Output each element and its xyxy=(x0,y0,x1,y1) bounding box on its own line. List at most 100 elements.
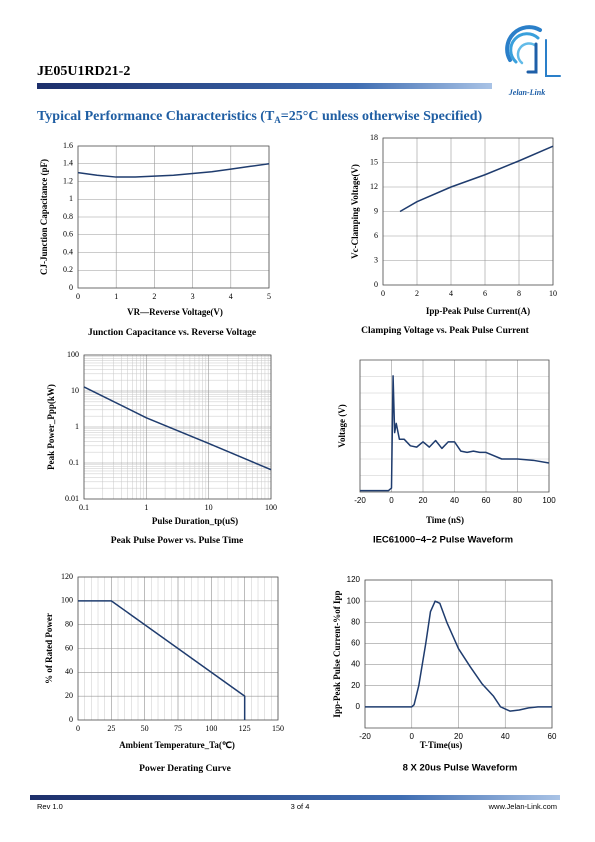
y-tick-label: 0.01 xyxy=(65,494,79,503)
x-tick-label: 8 xyxy=(517,289,521,298)
data-line xyxy=(365,600,552,712)
y-tick-label: 0.1 xyxy=(69,458,79,467)
x-tick-label: 40 xyxy=(501,732,510,741)
x-axis-label: Ipp-Peak Pulse Current(A) xyxy=(426,306,530,316)
y-tick-label: 0.6 xyxy=(63,230,73,239)
chart: 0 0.2 0.4 0.6 0.8 1 1.2 1.4 1.6 0 1 2 3 4 5 VR—Reverse … xyxy=(39,141,271,338)
y-tick-label: 0.4 xyxy=(63,247,73,256)
chart: 0 3 6 9 12 15 18 0 2 4 6 8 10 Ipp-Peak Pulse Current(… xyxy=(350,133,557,336)
y-tick-label: 6 xyxy=(374,231,378,240)
x-tick-label: 0 xyxy=(76,724,80,733)
y-tick-label: 18 xyxy=(370,133,378,142)
chart: 0 20 40 60 80 100 120 0 25 50 75 100 125 150 Ambient T… xyxy=(44,572,284,774)
part-number: JE05U1RD21-2 xyxy=(37,64,130,79)
data-line xyxy=(78,600,246,720)
y-tick-label: 120 xyxy=(61,572,73,581)
x-tick-label: 1 xyxy=(114,292,118,301)
x-tick-label: 1 xyxy=(144,503,148,512)
x-tick-label: 0 xyxy=(410,732,415,741)
y-tick-label: 100 xyxy=(67,350,79,359)
x-tick-label: 100 xyxy=(265,503,277,512)
y-tick-label: 15 xyxy=(370,157,378,166)
y-axis-label: CJ-Junction Capacitance (pF) xyxy=(39,159,49,275)
chart-caption: 8 X 20us Pulse Waveform xyxy=(403,763,518,774)
y-tick-label: 60 xyxy=(351,639,360,648)
y-tick-label: 20 xyxy=(65,691,73,700)
y-axis-label: % of Rated Power xyxy=(44,613,54,684)
plot-frame xyxy=(77,576,279,721)
plot-frame xyxy=(83,354,272,500)
y-axis-label: Ipp-Peak Pulse Current-%of Ipp xyxy=(332,590,342,717)
y-tick-label: 0.8 xyxy=(63,212,73,221)
x-tick-label: -20 xyxy=(354,496,366,505)
footer-bar xyxy=(30,795,560,800)
y-tick-label: 9 xyxy=(374,206,378,215)
chart: -20 0 20 40 60 80 100 Time (nS) Voltage (V) IEC61… xyxy=(337,359,556,546)
x-tick-label: 0.1 xyxy=(79,503,89,512)
plot-frame xyxy=(359,359,550,493)
x-tick-label: 10 xyxy=(549,289,557,298)
x-tick-label: 60 xyxy=(548,732,557,741)
x-tick-label: 80 xyxy=(513,496,522,505)
y-tick-label: 0 xyxy=(356,702,361,711)
y-tick-label: 0 xyxy=(69,283,73,292)
section-title-subscript: A xyxy=(274,115,281,125)
y-axis-label: Vc-Clamping Voltage(V) xyxy=(350,164,360,259)
header-bar xyxy=(37,83,492,89)
x-tick-label: 100 xyxy=(542,496,556,505)
footer-page: 3 of 4 xyxy=(291,802,310,811)
x-tick-label: 6 xyxy=(483,289,487,298)
data-line xyxy=(399,145,554,213)
x-tick-label: 10 xyxy=(205,503,213,512)
x-tick-label: 2 xyxy=(152,292,156,301)
y-tick-label: 0.2 xyxy=(63,265,73,274)
y-tick-label: 1.2 xyxy=(63,176,73,185)
y-tick-label: 10 xyxy=(71,386,79,395)
y-tick-label: 1 xyxy=(75,422,79,431)
y-tick-label: 80 xyxy=(351,617,360,626)
section-title-suffix: =25°C unless otherwise Specified) xyxy=(281,109,483,124)
data-line xyxy=(77,163,270,178)
logo xyxy=(505,25,561,77)
x-tick-label: 2 xyxy=(415,289,419,298)
section-title-prefix: Typical Performance Characteristics (T xyxy=(37,109,275,124)
y-tick-label: 40 xyxy=(351,660,360,669)
footer-website: www.Jelan-Link.com xyxy=(488,802,557,811)
y-tick-label: 1.4 xyxy=(63,159,73,168)
y-tick-label: 0 xyxy=(69,715,73,724)
y-tick-label: 1.6 xyxy=(63,141,73,150)
x-tick-label: 4 xyxy=(229,292,233,301)
logo-text: Jelan-Link xyxy=(508,88,545,97)
chart: 0 20 40 60 80 100 120 -20 0 20 40 60 T-Time(us) Ipp-P… xyxy=(332,575,557,773)
x-axis-label: Pulse Duration_tp(uS) xyxy=(152,516,238,526)
y-tick-label: 0 xyxy=(374,280,378,289)
x-axis-label: T-Time(us) xyxy=(420,740,463,750)
x-tick-label: 0 xyxy=(76,292,80,301)
x-tick-label: 50 xyxy=(141,724,149,733)
x-tick-label: 20 xyxy=(419,496,428,505)
x-tick-label: 75 xyxy=(174,724,182,733)
x-tick-label: 0 xyxy=(389,496,394,505)
y-tick-label: 60 xyxy=(65,643,73,652)
data-line xyxy=(360,375,550,492)
x-tick-label: 40 xyxy=(450,496,459,505)
data-line xyxy=(83,386,272,471)
x-tick-label: 4 xyxy=(449,289,453,298)
y-tick-label: 20 xyxy=(351,681,360,690)
y-tick-label: 12 xyxy=(370,182,378,191)
chart-caption: Power Derating Curve xyxy=(139,764,231,774)
plot-frame xyxy=(382,137,554,286)
chart-caption: Peak Pulse Power vs. Pulse Time xyxy=(111,536,243,546)
section-title: Typical Performance Characteristics (TA=… xyxy=(37,109,483,125)
x-tick-label: 125 xyxy=(239,724,251,733)
y-tick-label: 100 xyxy=(61,596,73,605)
y-tick-label: 3 xyxy=(374,255,378,264)
x-tick-label: 0 xyxy=(381,289,385,298)
y-axis-label: Peak Power_Ppp(kW) xyxy=(46,384,56,470)
plot-frame xyxy=(77,145,270,289)
x-tick-label: -20 xyxy=(359,732,371,741)
footer-revision: Rev 1.0 xyxy=(37,802,63,811)
x-tick-label: 100 xyxy=(205,724,217,733)
